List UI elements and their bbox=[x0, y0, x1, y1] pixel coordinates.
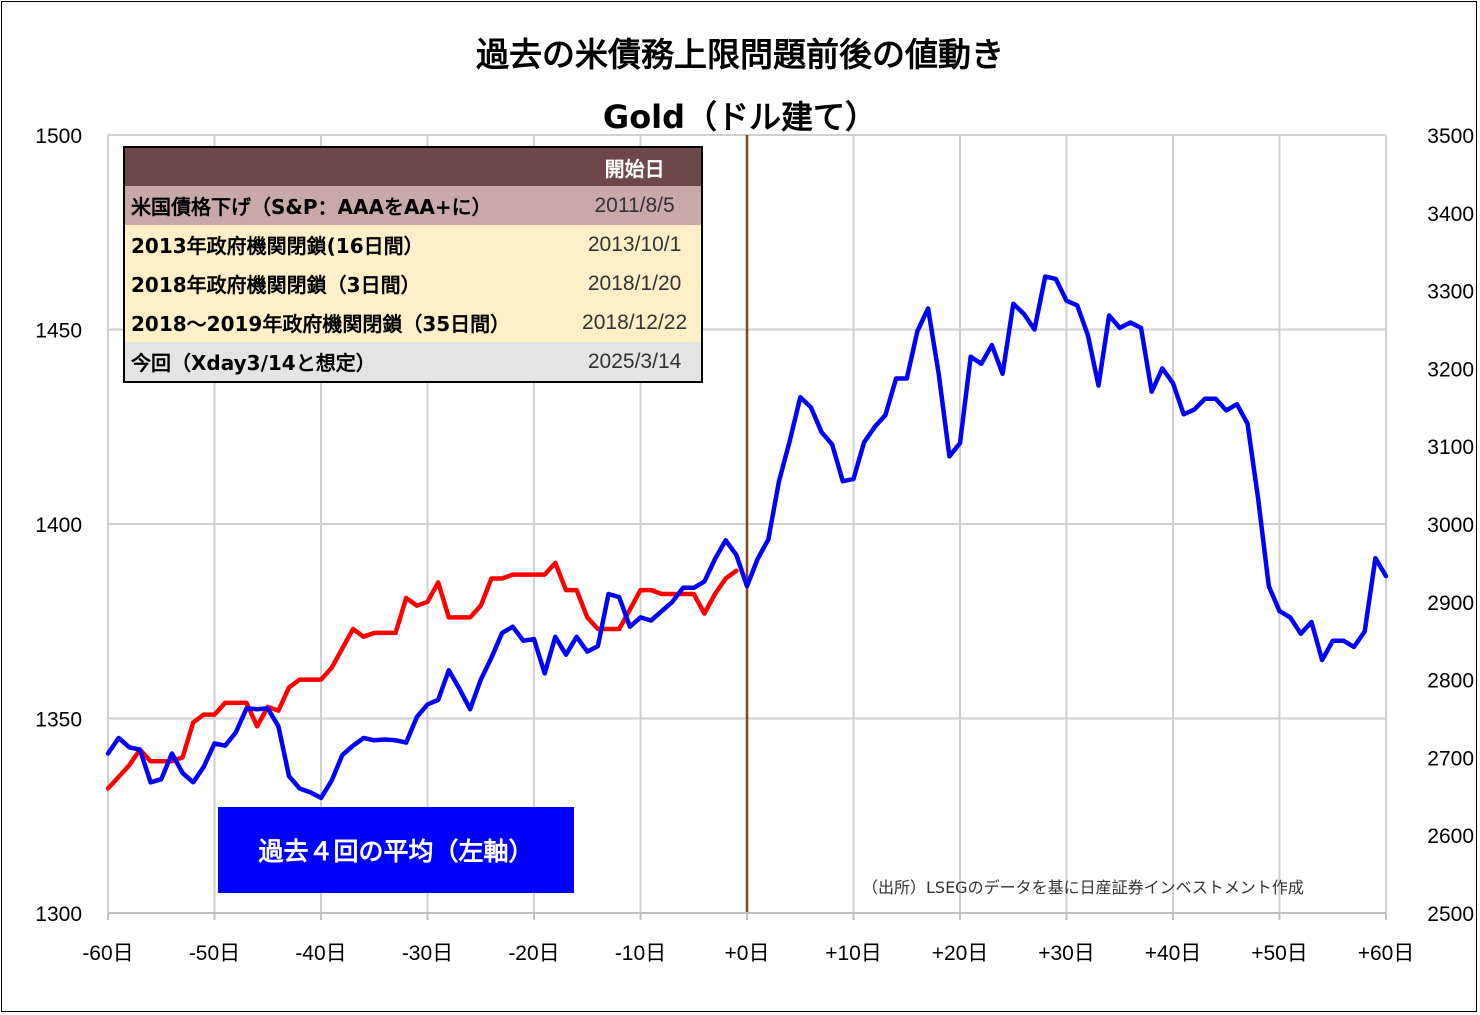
x-tick-label: +10日 bbox=[825, 942, 882, 965]
x-tick-label: +20日 bbox=[932, 942, 989, 965]
x-tick-label: +30日 bbox=[1038, 942, 1095, 965]
x-tick-label: -20日 bbox=[508, 942, 559, 965]
x-tick-label: -40日 bbox=[295, 942, 346, 965]
legend-table-row: 2018年政府機関閉鎖（3日間） 2018/1/20 bbox=[124, 264, 702, 303]
y-right-tick-label: 3000 bbox=[1427, 514, 1474, 537]
legend-table-row: 2018～2019年政府機関閉鎖（35日間） 2018/12/22 bbox=[124, 303, 702, 342]
x-tick-label: -50日 bbox=[189, 942, 240, 965]
legend-table-header-row: 開始日 bbox=[124, 147, 702, 186]
y-left-tick-label: 1500 bbox=[35, 125, 82, 148]
average-series-label: 過去４回の平均（左軸） bbox=[218, 807, 574, 893]
y-right-tick-label: 2600 bbox=[1427, 825, 1474, 848]
legend-row-label: 2018年政府機関閉鎖（3日間） bbox=[124, 264, 569, 303]
series-line-average bbox=[105, 560, 739, 791]
x-tick-label: -60日 bbox=[82, 942, 133, 965]
legend-row-date: 2018/1/20 bbox=[568, 264, 702, 303]
series-line-current bbox=[105, 274, 1389, 801]
legend-row-date: 2025/3/14 bbox=[568, 342, 702, 382]
legend-row-label: 2018～2019年政府機関閉鎖（35日間） bbox=[124, 303, 569, 342]
legend-table-row: 米国債格下げ（S&P：AAAをAA+に） 2011/8/5 bbox=[124, 186, 702, 225]
legend-row-date: 2018/12/22 bbox=[568, 303, 702, 342]
legend-row-label: 今回（Xday3/14と想定） bbox=[124, 342, 569, 382]
legend-table: 開始日 米国債格下げ（S&P：AAAをAA+に） 2011/8/5 2013年政… bbox=[123, 146, 703, 383]
legend-row-label: 米国債格下げ（S&P：AAAをAA+に） bbox=[124, 186, 569, 225]
y-right-tick-label: 2800 bbox=[1427, 670, 1474, 693]
x-tick-label: +50日 bbox=[1251, 942, 1308, 965]
y-right-tick-label: 2700 bbox=[1427, 747, 1474, 770]
y-left-tick-label: 1400 bbox=[35, 514, 82, 537]
legend-table-row: 今回（Xday3/14と想定） 2025/3/14 bbox=[124, 342, 702, 382]
y-right-tick-label: 3300 bbox=[1427, 281, 1474, 304]
y-right-tick-label: 3100 bbox=[1427, 436, 1474, 459]
legend-table-header-blank bbox=[124, 147, 569, 186]
x-axis: -60日 -50日 -40日 -30日 -20日 -10日 +0日 +10日 +20日 +30日 +… bbox=[82, 912, 1415, 965]
y-left-tick-label: 1450 bbox=[35, 320, 82, 343]
legend-table-header: 開始日 bbox=[568, 147, 702, 186]
legend-table-row: 2013年政府機関閉鎖(16日間） 2013/10/1 bbox=[124, 225, 702, 264]
legend-row-date: 2013/10/1 bbox=[568, 225, 702, 264]
series-layer bbox=[105, 274, 1389, 801]
y-right-tick-label: 3200 bbox=[1427, 358, 1474, 381]
x-tick-label: -10日 bbox=[615, 942, 666, 965]
x-tick-label: +0日 bbox=[725, 942, 770, 965]
y-axis-right: 2500 2600 2700 2800 2900 3000 3100 3200 3300 3400… bbox=[1427, 125, 1474, 926]
y-right-tick-label: 3500 bbox=[1427, 125, 1474, 148]
y-right-tick-label: 2500 bbox=[1427, 903, 1474, 926]
legend-row-date: 2011/8/5 bbox=[568, 186, 702, 225]
source-note: （出所）LSEGのデータを基に日産証券インベストメント作成 bbox=[862, 878, 1304, 897]
x-tick-label: +40日 bbox=[1145, 942, 1202, 965]
legend-row-label: 2013年政府機関閉鎖(16日間） bbox=[124, 225, 569, 264]
y-axis-left: 1300 1350 1400 1450 1500 bbox=[35, 125, 82, 926]
y-right-tick-label: 2900 bbox=[1427, 592, 1474, 615]
y-right-tick-label: 3400 bbox=[1427, 203, 1474, 226]
x-tick-label: +60日 bbox=[1358, 942, 1415, 965]
y-left-tick-label: 1300 bbox=[35, 903, 82, 926]
y-left-tick-label: 1350 bbox=[35, 709, 82, 732]
x-tick-label: -30日 bbox=[402, 942, 453, 965]
chart-title: 過去の米債務上限問題前後の値動き bbox=[476, 35, 1004, 74]
chart-subtitle: Gold（ドル建て） bbox=[602, 98, 878, 136]
